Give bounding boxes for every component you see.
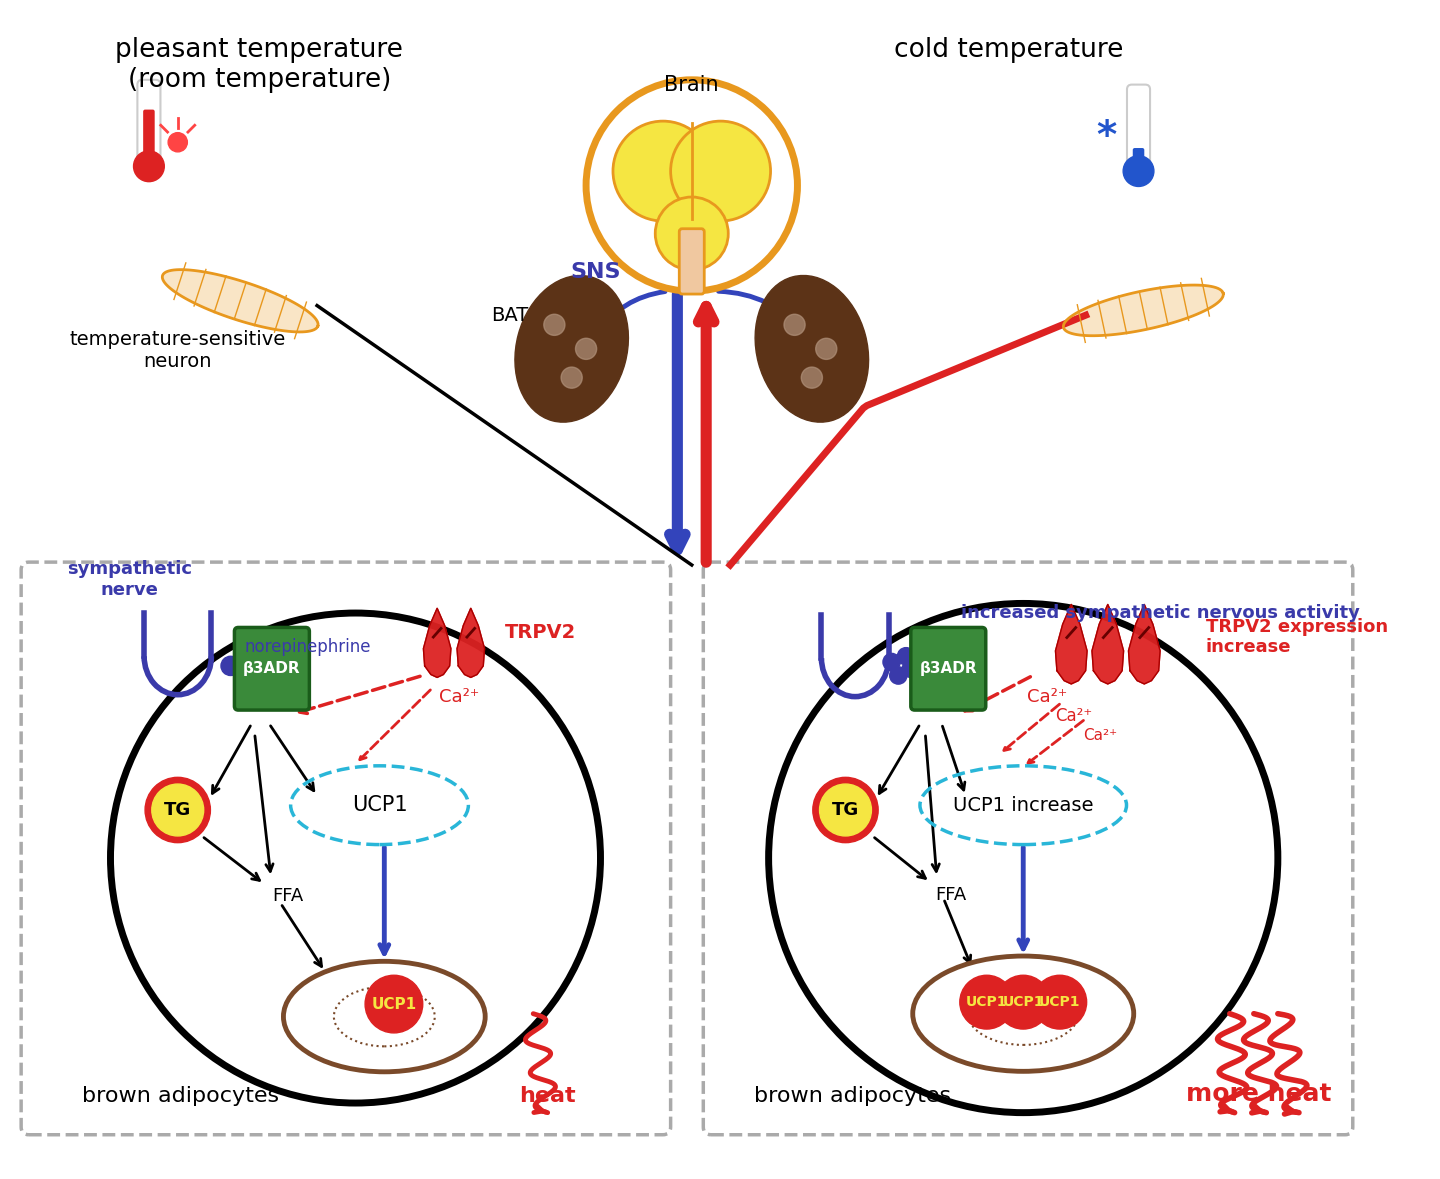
Text: FFA: FFA bbox=[936, 885, 966, 903]
Circle shape bbox=[909, 651, 926, 667]
Circle shape bbox=[996, 975, 1050, 1029]
Text: BAT: BAT bbox=[491, 305, 528, 324]
Text: sympathetic
nerve: sympathetic nerve bbox=[68, 560, 192, 599]
Circle shape bbox=[903, 660, 920, 678]
Circle shape bbox=[1032, 975, 1087, 1029]
Text: UCP1 increase: UCP1 increase bbox=[953, 796, 1093, 815]
Circle shape bbox=[883, 653, 900, 671]
Ellipse shape bbox=[913, 956, 1133, 1072]
Ellipse shape bbox=[284, 961, 485, 1072]
Text: cold temperature: cold temperature bbox=[894, 37, 1123, 62]
FancyBboxPatch shape bbox=[1133, 149, 1145, 171]
Circle shape bbox=[769, 604, 1277, 1113]
Circle shape bbox=[151, 784, 203, 836]
Text: temperature-sensitive
neuron: temperature-sensitive neuron bbox=[69, 330, 287, 370]
Circle shape bbox=[562, 367, 582, 388]
Circle shape bbox=[544, 315, 564, 335]
Circle shape bbox=[220, 657, 240, 676]
Circle shape bbox=[801, 367, 822, 388]
Polygon shape bbox=[423, 608, 451, 678]
Circle shape bbox=[168, 133, 187, 152]
FancyBboxPatch shape bbox=[1128, 85, 1151, 176]
Text: brown adipocytes: brown adipocytes bbox=[82, 1086, 279, 1106]
Text: UCP1: UCP1 bbox=[372, 996, 416, 1012]
Circle shape bbox=[111, 613, 600, 1104]
Text: TRPV2 expression
increase: TRPV2 expression increase bbox=[1205, 618, 1388, 657]
Circle shape bbox=[890, 667, 907, 684]
Text: TRPV2: TRPV2 bbox=[504, 623, 576, 641]
Text: pleasant temperature
(room temperature): pleasant temperature (room temperature) bbox=[115, 37, 403, 93]
Text: heat: heat bbox=[520, 1086, 576, 1106]
Text: UCP1: UCP1 bbox=[966, 995, 1008, 1009]
FancyBboxPatch shape bbox=[137, 80, 160, 171]
Text: β3ADR: β3ADR bbox=[920, 661, 978, 677]
Circle shape bbox=[812, 777, 878, 843]
Text: norepinephrine: norepinephrine bbox=[245, 638, 372, 656]
Text: FFA: FFA bbox=[272, 888, 304, 905]
Text: Ca²⁺: Ca²⁺ bbox=[1056, 707, 1093, 725]
Circle shape bbox=[613, 121, 713, 220]
Polygon shape bbox=[1063, 285, 1224, 336]
Text: Ca²⁺: Ca²⁺ bbox=[1083, 727, 1117, 743]
Circle shape bbox=[815, 338, 837, 360]
FancyBboxPatch shape bbox=[912, 627, 986, 710]
FancyBboxPatch shape bbox=[235, 627, 310, 710]
Circle shape bbox=[366, 975, 423, 1033]
Text: SNS: SNS bbox=[570, 262, 621, 282]
Circle shape bbox=[134, 151, 164, 182]
Text: Brain: Brain bbox=[664, 75, 719, 95]
Text: *: * bbox=[1097, 118, 1117, 157]
Text: Ca²⁺: Ca²⁺ bbox=[1027, 687, 1067, 705]
Ellipse shape bbox=[755, 276, 868, 422]
Text: more heat: more heat bbox=[1187, 1082, 1332, 1106]
Polygon shape bbox=[1129, 605, 1161, 684]
Polygon shape bbox=[456, 608, 484, 678]
Text: increased sympathetic nervous activity: increased sympathetic nervous activity bbox=[960, 604, 1359, 623]
Text: UCP1: UCP1 bbox=[1002, 995, 1044, 1009]
Text: UCP1: UCP1 bbox=[351, 795, 408, 815]
Circle shape bbox=[145, 777, 210, 843]
Text: TG: TG bbox=[832, 801, 860, 819]
Circle shape bbox=[655, 197, 729, 270]
Polygon shape bbox=[163, 270, 318, 332]
Circle shape bbox=[576, 338, 596, 360]
Text: β3ADR: β3ADR bbox=[243, 661, 301, 677]
FancyBboxPatch shape bbox=[680, 229, 704, 294]
Circle shape bbox=[960, 975, 1014, 1029]
Circle shape bbox=[1123, 156, 1153, 186]
Text: Ca²⁺: Ca²⁺ bbox=[439, 687, 480, 705]
Circle shape bbox=[671, 121, 770, 220]
Text: UCP1: UCP1 bbox=[1040, 995, 1080, 1009]
Text: brown adipocytes: brown adipocytes bbox=[755, 1086, 952, 1106]
Polygon shape bbox=[1092, 605, 1123, 684]
Text: TG: TG bbox=[164, 801, 192, 819]
Circle shape bbox=[783, 315, 805, 335]
FancyBboxPatch shape bbox=[143, 110, 154, 166]
Polygon shape bbox=[1056, 605, 1087, 684]
Circle shape bbox=[914, 665, 932, 683]
FancyBboxPatch shape bbox=[703, 562, 1352, 1134]
Ellipse shape bbox=[516, 276, 628, 422]
Circle shape bbox=[897, 647, 914, 665]
FancyBboxPatch shape bbox=[22, 562, 671, 1134]
Circle shape bbox=[819, 784, 871, 836]
